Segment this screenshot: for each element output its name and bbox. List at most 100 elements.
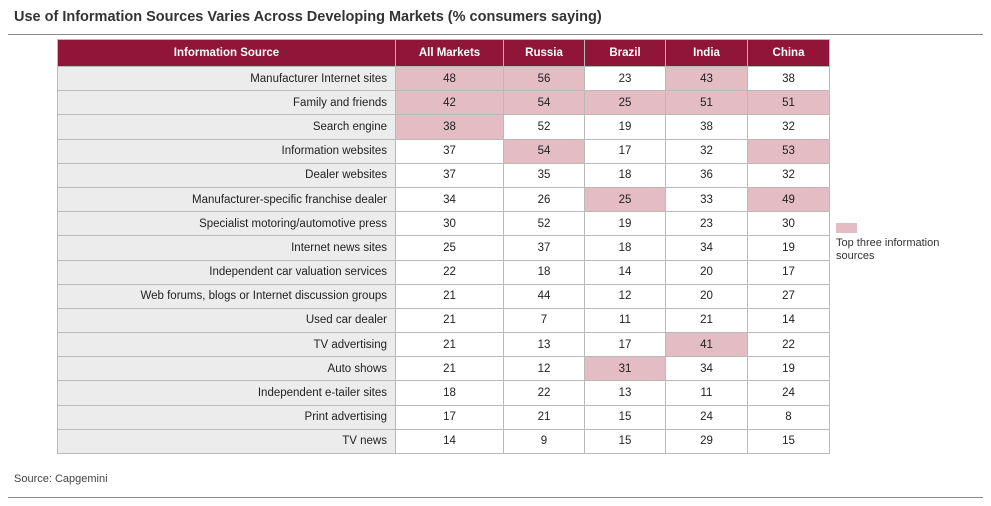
table-cell: 34: [665, 356, 748, 382]
table-cell: 32: [747, 114, 830, 140]
column-header-brazil: Brazil: [584, 39, 666, 67]
table-cell: 19: [584, 211, 666, 237]
table-cell: 34: [395, 186, 504, 213]
table-row: Family and friends 42 54 25 51 51: [57, 90, 830, 116]
table-row: TV news 14 9 15 29 15: [57, 428, 830, 455]
table-cell: 14: [584, 259, 666, 285]
row-label: Used car dealer: [57, 307, 396, 334]
table-cell: 18: [584, 162, 666, 188]
table-cell: 17: [584, 138, 666, 164]
table-row: Manufacturer Internet sites 48 56 23 43 38: [57, 65, 830, 92]
table-cell: 38: [747, 65, 830, 92]
table-cell: 26: [503, 186, 585, 213]
table-cell: 8: [747, 404, 830, 430]
table-row: Independent e-tailer sites 18 22 13 11 24: [57, 380, 830, 406]
table-cell: 27: [747, 283, 830, 309]
table-cell: 19: [584, 114, 666, 140]
table-row: TV advertising 21 13 17 41 22: [57, 332, 830, 358]
table-cell: 20: [665, 259, 748, 285]
row-label: Web forums, blogs or Internet discussion…: [57, 283, 396, 309]
table-row: Used car dealer 21 7 11 21 14: [57, 307, 830, 334]
table-row: Information websites 37 54 17 32 53: [57, 138, 830, 164]
table-row: Internet news sites 25 37 18 34 19: [57, 235, 830, 261]
table-cell-highlighted: 54: [503, 90, 585, 116]
table-cell-highlighted: 38: [395, 114, 504, 140]
table-cell: 37: [395, 138, 504, 164]
table-cell: 36: [665, 162, 748, 188]
table-cell: 52: [503, 114, 585, 140]
table-cell-highlighted: 51: [665, 90, 748, 116]
table-cell-highlighted: 51: [747, 90, 830, 116]
legend-label: Top three information sources: [836, 237, 940, 262]
column-header-india: India: [665, 39, 748, 67]
column-header-all-markets: All Markets: [395, 39, 504, 67]
table-row: Auto shows 21 12 31 34 19: [57, 356, 830, 382]
chart-title: Use of Information Sources Varies Across…: [14, 9, 602, 25]
table-cell: 9: [503, 428, 585, 455]
table-cell: 14: [395, 428, 504, 455]
column-header-russia: Russia: [503, 39, 585, 67]
table-cell: 19: [747, 356, 830, 382]
table-cell: 44: [503, 283, 585, 309]
row-label: Auto shows: [57, 356, 396, 382]
row-label: Information websites: [57, 138, 396, 164]
table-cell: 12: [584, 283, 666, 309]
table-cell: 35: [503, 162, 585, 188]
table-cell: 14: [747, 307, 830, 334]
table-cell-highlighted: 41: [665, 332, 748, 358]
table-cell: 30: [395, 211, 504, 237]
table-cell: 18: [503, 259, 585, 285]
source-note: Source: Capgemini: [14, 473, 108, 485]
row-label: Independent car valuation services: [57, 259, 396, 285]
table-cell-highlighted: 43: [665, 65, 748, 92]
table-cell-highlighted: 31: [584, 356, 666, 382]
table-cell: 21: [395, 356, 504, 382]
table-cell: 15: [584, 404, 666, 430]
row-label: Specialist motoring/automotive press: [57, 211, 396, 237]
table-row: Dealer websites 37 35 18 36 32: [57, 162, 830, 188]
table-row: Search engine 38 52 19 38 32: [57, 114, 830, 140]
table-cell: 21: [395, 307, 504, 334]
table-cell: 33: [665, 186, 748, 213]
table-cell: 17: [395, 404, 504, 430]
row-label: Manufacturer Internet sites: [57, 65, 396, 92]
table-cell: 11: [584, 307, 666, 334]
table-row: Independent car valuation services 22 18 14…: [57, 259, 830, 285]
row-label: Manufacturer-specific franchise dealer: [57, 186, 396, 213]
table-cell: 21: [503, 404, 585, 430]
table-header-row: Information Source All Markets Russia Brazi…: [57, 39, 830, 67]
table-cell-highlighted: 53: [747, 138, 830, 164]
table-cell: 34: [665, 235, 748, 261]
table-cell: 15: [584, 428, 666, 455]
table-cell: 17: [584, 332, 666, 358]
table-cell: 7: [503, 307, 585, 334]
table-cell: 30: [747, 211, 830, 237]
top-divider: [8, 34, 983, 35]
table-cell: 21: [395, 332, 504, 358]
table-cell: 18: [584, 235, 666, 261]
table-cell: 23: [584, 65, 666, 92]
table-cell-highlighted: 48: [395, 65, 504, 92]
row-label: Internet news sites: [57, 235, 396, 261]
table-row: Manufacturer-specific franchise dealer 34…: [57, 186, 830, 213]
row-label: Family and friends: [57, 90, 396, 116]
table-cell: 21: [395, 283, 504, 309]
table-cell: 24: [747, 380, 830, 406]
table-cell: 21: [665, 307, 748, 334]
table-row: Web forums, blogs or Internet discussion…: [57, 283, 830, 309]
table-cell: 18: [395, 380, 504, 406]
table-cell: 25: [395, 235, 504, 261]
table-cell: 32: [665, 138, 748, 164]
table-cell: 17: [747, 259, 830, 285]
column-header-source: Information Source: [57, 39, 396, 67]
table-cell: 22: [503, 380, 585, 406]
table-cell-highlighted: 54: [503, 138, 585, 164]
table-cell: 29: [665, 428, 748, 455]
table-row: Print advertising 17 21 15 24 8: [57, 404, 830, 430]
table-cell: 22: [747, 332, 830, 358]
column-header-china: China: [747, 39, 830, 67]
table-cell: 13: [584, 380, 666, 406]
table-cell: 23: [665, 211, 748, 237]
table-cell: 20: [665, 283, 748, 309]
table-cell-highlighted: 25: [584, 90, 666, 116]
